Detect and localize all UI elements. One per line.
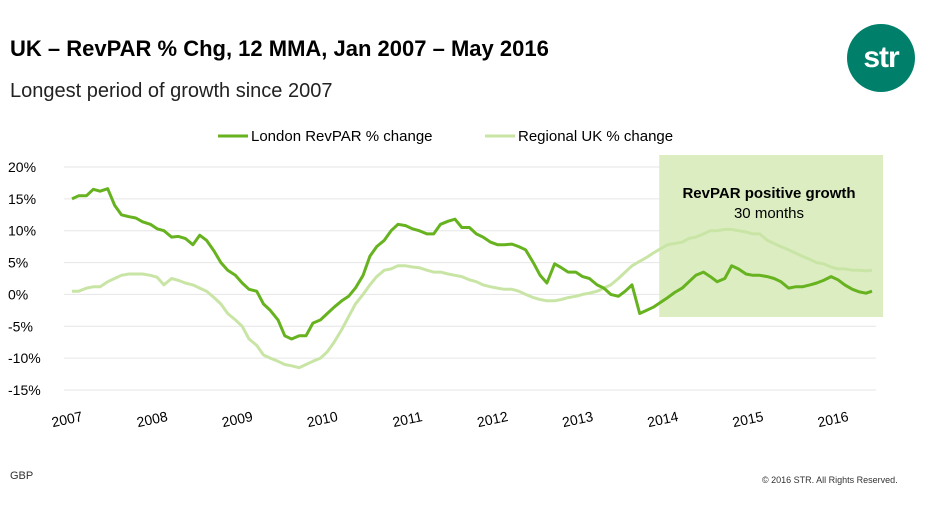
x-tick-label: 2012 [476, 408, 510, 430]
highlight-label: RevPAR positive growth [682, 185, 855, 202]
chart-title: UK – RevPAR % Chg, 12 MMA, Jan 2007 – Ma… [10, 36, 549, 61]
chart-subtitle: Longest period of growth since 2007 [10, 80, 333, 102]
x-tick-label: 2007 [50, 408, 84, 430]
y-tick-label: -10% [8, 350, 41, 366]
x-tick-label: 2014 [646, 408, 680, 430]
y-tick-label: 20% [8, 159, 36, 175]
highlight-sublabel: 30 months [734, 205, 804, 222]
x-tick-label: 2009 [220, 408, 254, 430]
y-tick-label: 15% [8, 191, 36, 207]
y-tick-label: 10% [8, 223, 36, 239]
x-tick-label: 2008 [135, 408, 169, 430]
currency-note: GBP [10, 470, 34, 482]
str-logo: str [847, 24, 915, 92]
x-axis-ticks: 2007 2008 2009 2010 2011 2012 2013 2014 2015 2016 [50, 408, 850, 430]
y-tick-label: -15% [8, 382, 41, 398]
copyright-note: © 2016 STR. All Rights Reserved. [762, 475, 898, 485]
legend-label-london: London RevPAR % change [251, 128, 433, 145]
y-axis-ticks: 20% 15% 10% 5% 0% -5% -10% -15% [8, 159, 41, 398]
positive-growth-highlight [659, 155, 883, 317]
y-tick-label: -5% [8, 318, 33, 334]
london-revpar-line [71, 187, 873, 341]
legend: London RevPAR % change Regional UK % cha… [218, 128, 673, 145]
str-logo-text: str [863, 41, 899, 74]
x-tick-label: 2016 [816, 408, 850, 430]
y-tick-label: 0% [8, 286, 28, 302]
legend-label-regional: Regional UK % change [518, 128, 673, 145]
y-tick-label: 5% [8, 255, 28, 271]
x-tick-label: 2013 [561, 408, 595, 430]
x-tick-label: 2010 [305, 408, 339, 430]
x-tick-label: 2011 [391, 408, 424, 430]
regional-uk-line [72, 227, 873, 370]
x-tick-label: 2015 [731, 408, 765, 430]
